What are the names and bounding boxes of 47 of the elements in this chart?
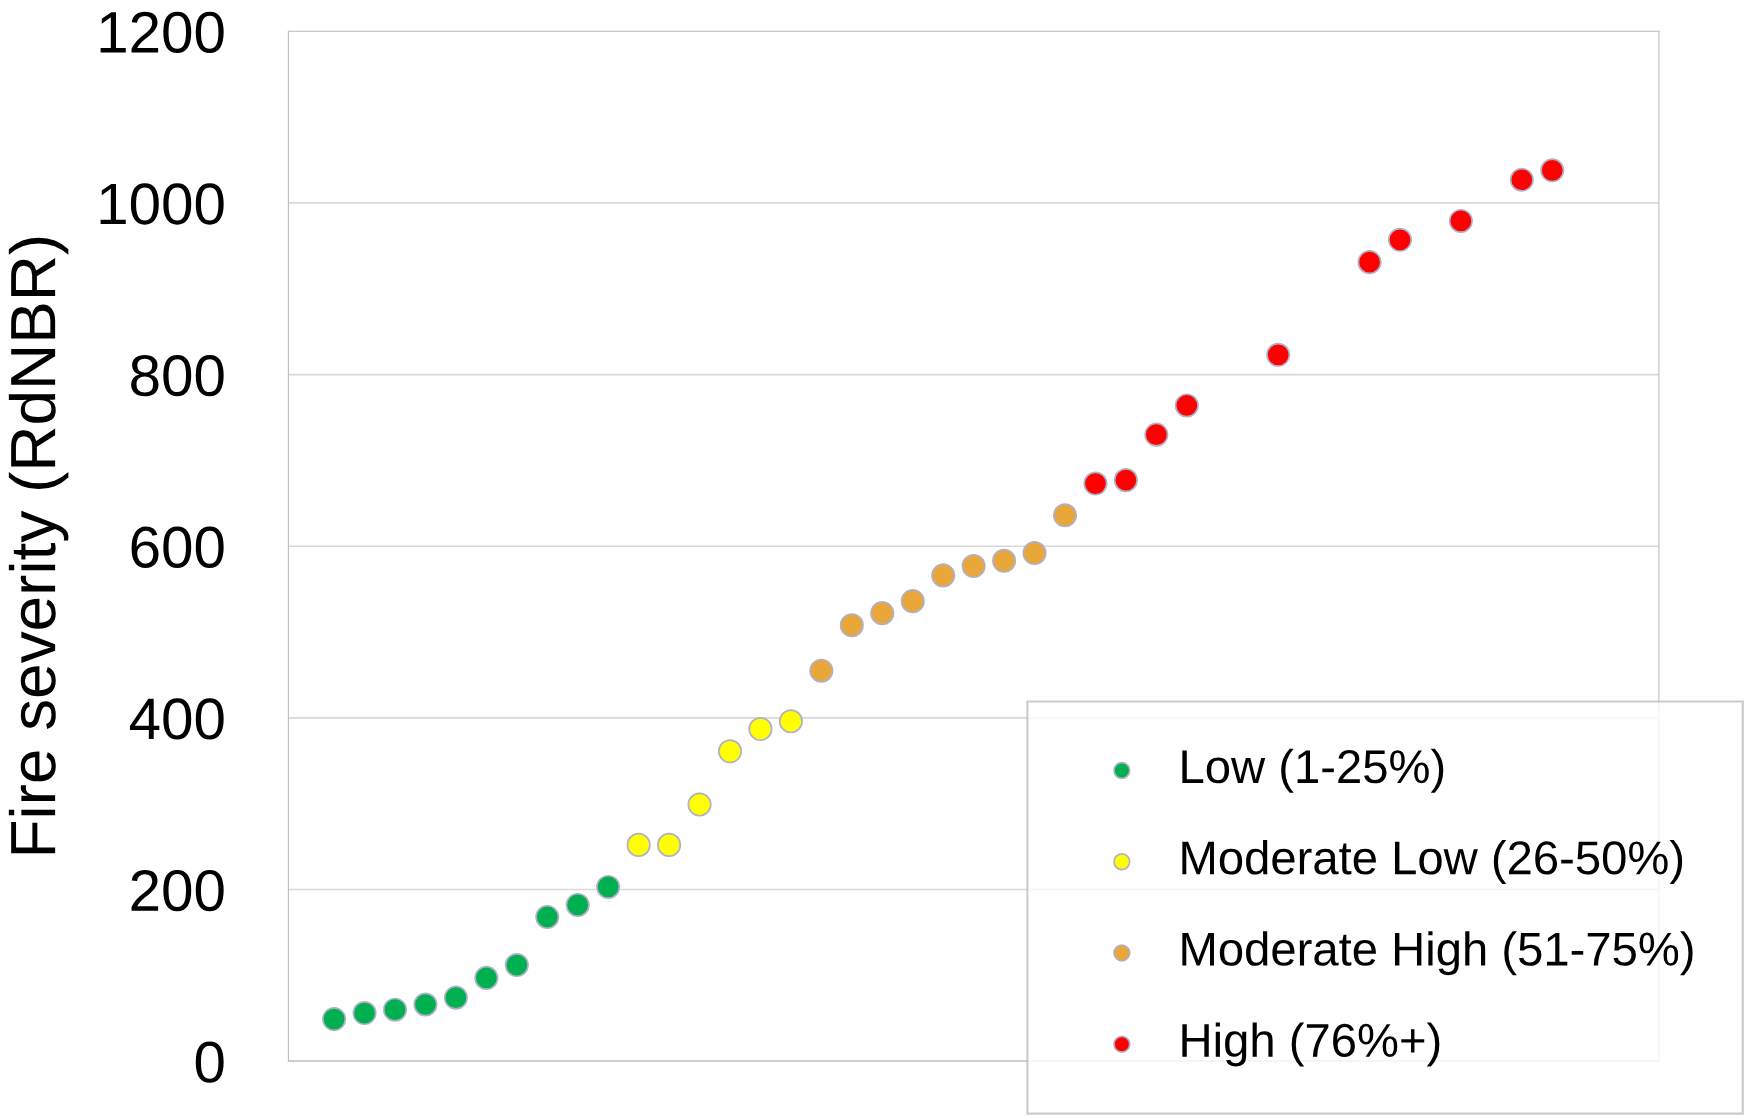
point: [382, 997, 408, 1022]
legend-label: Moderate Low (26-50%): [1182, 839, 1683, 884]
point: [657, 832, 682, 857]
point: [1509, 167, 1534, 192]
point: [474, 965, 499, 990]
point: [1113, 468, 1138, 493]
point: [1083, 471, 1108, 496]
point: [504, 952, 529, 978]
point: [748, 716, 773, 742]
point: [900, 589, 925, 614]
point: [1144, 422, 1169, 447]
point: [596, 874, 621, 899]
y-tick-label: 800: [131, 354, 224, 397]
point: [931, 563, 956, 588]
point: [1357, 250, 1382, 275]
point: [961, 553, 986, 578]
y-tick-label: 400: [129, 698, 224, 740]
point: [443, 985, 468, 1010]
point: [870, 601, 895, 626]
point: [1540, 158, 1565, 183]
point: [1448, 208, 1473, 233]
legend-label: Moderate High (51-75%): [1182, 931, 1693, 976]
legend-label: Low (1-25%): [1182, 748, 1444, 793]
legend-label: High (76%+): [1182, 1022, 1440, 1067]
point: [992, 548, 1017, 573]
point: [535, 904, 560, 930]
point: [413, 992, 438, 1017]
point: [839, 613, 864, 638]
point: [1022, 541, 1047, 566]
point: [687, 792, 712, 817]
y-tick-label: 1000: [100, 183, 224, 225]
y-tick-label: 200: [131, 869, 224, 912]
y-axis-title: Fire severity (RdNBR): [8, 237, 69, 854]
point: [1052, 503, 1078, 528]
y-tick-label: 1200: [100, 11, 224, 53]
point: [717, 739, 743, 764]
point: [809, 658, 834, 683]
point: [778, 709, 803, 734]
point: [1387, 227, 1413, 252]
y-tick-label: 0: [195, 1041, 224, 1083]
point: [352, 1001, 377, 1026]
point: [322, 1007, 347, 1032]
point: [626, 832, 651, 857]
point: [1266, 342, 1291, 367]
point: [565, 892, 590, 917]
point: [1174, 393, 1199, 418]
y-tick-label: 600: [131, 526, 224, 568]
